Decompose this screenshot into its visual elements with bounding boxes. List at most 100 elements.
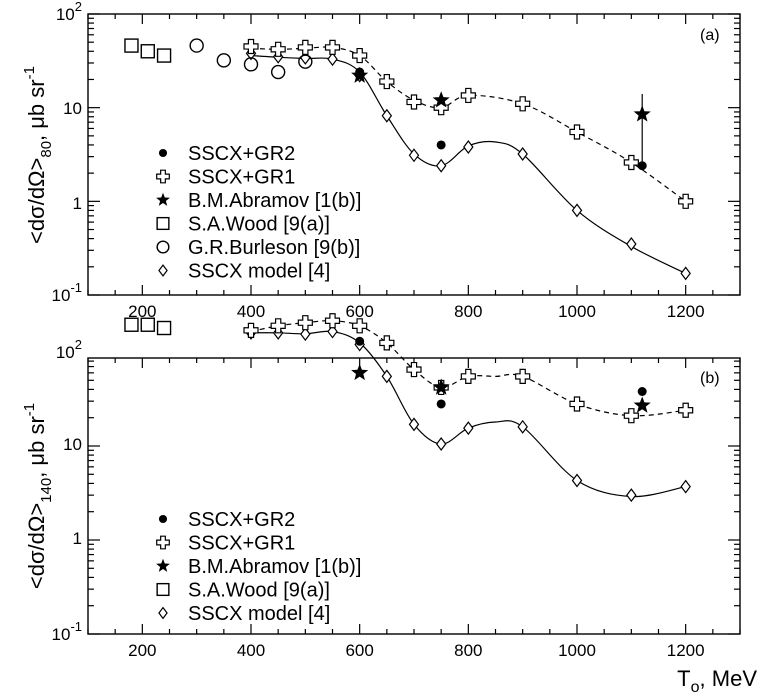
x-axis-title: To, MeV [677,666,757,693]
legend-label: S.A.Wood [9(a)] [188,214,330,236]
y-axis-title: <dσ/dΩ>80, μb sr-1 [21,66,55,244]
point-open-diamond [571,473,583,488]
legend-label: SSCX+GR2 [188,143,295,165]
panel-label: (a) [700,27,720,44]
point-open-diamond [517,419,528,434]
legend-label: SSCX+GR1 [188,167,295,189]
point-open-diamond [680,479,691,494]
x-tick-label: 1200 [667,302,705,321]
x-tick-label: 400 [237,641,265,660]
point-open-cross [569,124,585,140]
y-axis-title-unit: , μb sr [24,416,49,478]
y-tick-base: 1 [73,529,82,548]
legend-marker-star [156,192,170,206]
y-axis-title-main: <dσ/dΩ> [24,158,49,244]
panel-a: 200 400 600 800 1000 120010-1110102(a)<dσ/dΩ>… [21,0,741,321]
point-star [351,66,369,83]
point-filled-circle [637,161,647,171]
y-tick-base: 10 [52,286,71,305]
point-open-diamond [626,488,637,503]
x-tick-label: 1200 [667,641,705,660]
legend-label: B.M.Abramov [1(b)] [188,556,361,578]
x-tick-label: 200 [128,641,156,660]
y-tick-label: 1 [73,529,82,548]
point-open-cross [352,318,368,334]
point-open-diamond [435,158,447,173]
legend-label: SSCX+GR2 [188,509,295,531]
curve-dashed [250,46,687,202]
point-open-cross [379,73,395,90]
point-open-diamond [381,108,393,123]
point-star [432,378,450,395]
y-axis-title-main: <dσ/dΩ> [24,503,49,589]
point-filled-circle [436,140,446,150]
point-open-square [140,44,155,59]
point-open-diamond [300,327,311,342]
point-star [351,363,369,381]
y-tick-base: 10 [63,99,82,118]
y-axis-title-unit: , μb sr [24,79,49,141]
point-open-diamond [463,140,474,155]
point-open-cross [678,193,694,209]
point-open-cross [324,39,341,55]
y-tick-base: 10 [52,625,71,644]
point-open-diamond [327,52,338,67]
y-tick-exp: -1 [70,280,82,295]
point-star [633,105,651,122]
point-open-square [124,317,139,332]
y-axis-title: <dσ/dΩ>140, μb sr-1 [21,403,55,589]
legend-marker-open-square [156,216,170,231]
point-open-cross [324,313,341,329]
x-tick-label: 1000 [558,302,596,321]
y-tick-label: 10 [63,435,82,454]
panel-b: 200 400 600 800 1000 120010-1110102(b)<dσ/dΩ>… [21,313,757,693]
legend-marker-open-cross [156,535,170,550]
legend-marker-filled-circle [158,514,168,524]
point-open-cross [243,322,259,338]
y-tick-exp: 2 [75,0,82,14]
legend-label: S.A.Wood [9(a)] [188,580,330,602]
legend-marker-open-cross [156,169,170,184]
y-tick-exp: 2 [75,337,82,352]
point-open-cross [678,402,694,418]
legend-label: SSCX model [4] [188,603,330,625]
x-tick-label: 600 [345,641,373,660]
legend-marker-star [156,558,170,572]
point-open-cross [460,368,476,385]
point-open-circle [298,54,313,69]
point-open-cross [379,335,395,351]
y-tick-base: 10 [56,343,75,362]
y-tick-label: 10 [63,99,82,118]
point-open-diamond [680,266,691,281]
y-tick-label: 1 [73,194,82,213]
point-open-cross [623,408,639,424]
point-open-diamond [327,324,338,339]
y-tick-label: 102 [56,0,82,24]
y-axis-title-sup: -1 [21,403,38,416]
x-tick-label: 800 [454,641,482,660]
point-open-cross [297,315,313,331]
point-open-circle [189,38,204,53]
curve-dashed [250,320,686,417]
point-open-cross [515,368,531,385]
point-open-diamond [463,421,474,436]
point-open-cross [406,361,422,378]
y-tick-exp: -1 [70,619,82,634]
y-tick-label: 10-1 [52,280,82,305]
y-tick-base: 10 [63,435,82,454]
y-tick-label: 102 [56,337,82,362]
panel-label: (b) [700,370,720,387]
legend-marker-open-circle [156,240,170,254]
point-filled-circle [355,336,365,346]
point-filled-circle [436,399,446,409]
y-tick-base: 1 [73,194,82,213]
point-open-diamond [408,148,420,163]
legend-marker-open-square [156,582,170,597]
legend-label: B.M.Abramov [1(b)] [188,190,361,212]
x-tick-label: 1000 [558,641,596,660]
legend-marker-open-diamond [158,264,168,277]
legend-marker-open-diamond [158,606,168,620]
x-tick-label: 400 [237,302,265,321]
x-tick-label: 800 [454,302,482,321]
